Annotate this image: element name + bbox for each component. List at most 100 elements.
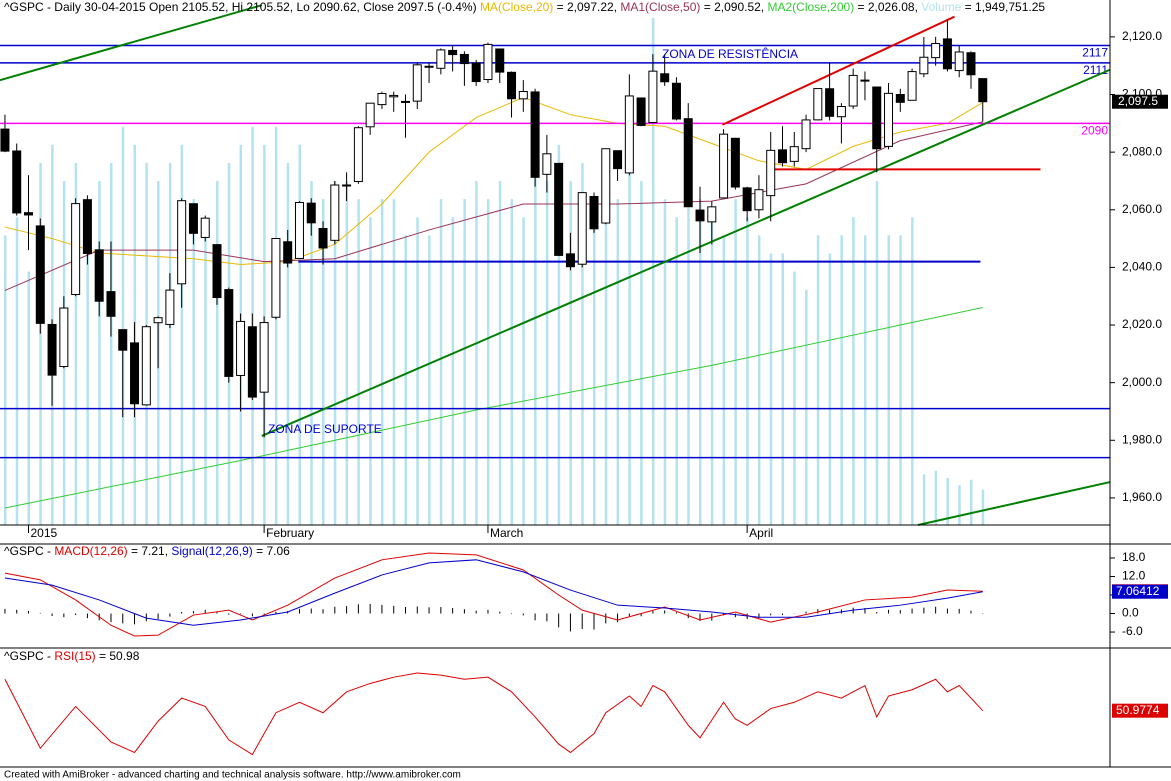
legend-entry: MACD(12,26) bbox=[54, 544, 127, 558]
value-box-label: 7.06412 bbox=[1116, 584, 1160, 598]
volume-bar bbox=[109, 162, 113, 525]
volume-bar bbox=[392, 199, 396, 525]
candle-body bbox=[577, 192, 587, 265]
candle-body bbox=[978, 78, 988, 103]
candle-body bbox=[671, 82, 681, 120]
title: ^GSPC - Daily 30-04-2015 Open 2105.52, H… bbox=[4, 0, 477, 14]
volume-bar bbox=[463, 199, 466, 525]
volume-bar bbox=[274, 126, 278, 526]
candle-body bbox=[660, 73, 670, 83]
volume-bar bbox=[98, 181, 101, 525]
candle-body bbox=[884, 92, 894, 147]
volume-bar bbox=[486, 199, 490, 525]
volume-bar bbox=[380, 199, 384, 525]
volume-bar bbox=[345, 181, 349, 525]
candle-body bbox=[801, 119, 811, 150]
volume-bar bbox=[39, 162, 42, 525]
legend-value: = 2,026.08, bbox=[858, 0, 918, 14]
volume-bar bbox=[404, 235, 407, 525]
candle-body bbox=[130, 342, 140, 405]
volume-bar bbox=[863, 235, 867, 525]
candle-body bbox=[153, 317, 163, 324]
candle-body bbox=[259, 322, 269, 393]
line-series bbox=[4, 552, 983, 637]
y-tick-label: 2,060.0 bbox=[1122, 202, 1162, 216]
volume-bar bbox=[498, 181, 502, 525]
legend-entry: Signal(12,26,9) bbox=[171, 544, 252, 558]
candle-body bbox=[330, 184, 340, 241]
y-tick-label: 2,080.0 bbox=[1122, 144, 1162, 158]
trend-line bbox=[721, 15, 955, 126]
candle-body bbox=[165, 289, 175, 325]
candle-body bbox=[141, 326, 151, 406]
candle-body bbox=[507, 71, 517, 100]
volume-bar bbox=[416, 217, 419, 525]
candle-body bbox=[518, 91, 528, 100]
candle-body bbox=[212, 244, 222, 299]
y-tick-label: 1,980.0 bbox=[1122, 432, 1162, 446]
volume-bar bbox=[911, 217, 914, 525]
volume-bar bbox=[522, 217, 525, 525]
candle-body bbox=[483, 43, 493, 81]
y-tick-label: 2,000.0 bbox=[1122, 375, 1162, 389]
trend-line bbox=[917, 481, 1111, 526]
volume-bar bbox=[357, 199, 360, 525]
x-tick-label: 2015 bbox=[31, 526, 58, 540]
candle-body bbox=[565, 253, 575, 268]
volume-bar bbox=[687, 181, 690, 525]
line-series bbox=[4, 672, 984, 756]
line-series bbox=[4, 559, 983, 626]
candle-body bbox=[236, 320, 246, 376]
legend-entry: RSI(15) bbox=[54, 649, 95, 663]
candle-body bbox=[24, 212, 34, 216]
candle-body bbox=[318, 227, 328, 249]
y-tick-label: 18.0 bbox=[1122, 550, 1146, 564]
candle-body bbox=[613, 150, 623, 170]
candle-body bbox=[283, 241, 293, 264]
candle-body bbox=[59, 307, 69, 368]
volume-bar bbox=[757, 235, 761, 525]
footer: Created with AmiBroker - advanced charti… bbox=[4, 770, 461, 781]
y-tick-label: 12.0 bbox=[1122, 569, 1146, 583]
candle-body bbox=[177, 200, 187, 285]
volume-bar bbox=[27, 271, 31, 525]
volume-bar bbox=[581, 162, 584, 525]
x-tick-label: February bbox=[266, 526, 314, 540]
volume-bar bbox=[875, 181, 879, 525]
legend-entry: MA1(Close,50) bbox=[620, 0, 700, 14]
volume-bar bbox=[592, 199, 596, 525]
candle-body bbox=[400, 100, 410, 103]
candle-body bbox=[200, 217, 210, 238]
candle-body bbox=[589, 196, 599, 230]
candle-body bbox=[94, 249, 104, 302]
candle-body bbox=[188, 203, 198, 234]
volume-bar bbox=[675, 217, 678, 525]
candle-body bbox=[71, 203, 81, 295]
volume-bar bbox=[74, 162, 78, 525]
volume-bar bbox=[663, 199, 667, 525]
candle-body bbox=[554, 162, 564, 256]
candle-body bbox=[377, 93, 387, 106]
volume-bar bbox=[734, 199, 737, 525]
volume-bar bbox=[840, 235, 843, 525]
annotation: ZONA DE RESISTÊNCIA bbox=[662, 46, 798, 61]
volume-bar bbox=[286, 162, 290, 525]
candle-body bbox=[648, 70, 658, 123]
legend-entry: Volume bbox=[921, 0, 961, 14]
volume-bar bbox=[86, 199, 89, 525]
candle-body bbox=[825, 88, 835, 117]
candle-body bbox=[813, 88, 823, 121]
macd-header: ^GSPC - MACD(12,26) = 7.21, Signal(12,26… bbox=[4, 544, 290, 558]
volume-bar bbox=[746, 217, 749, 525]
x-tick-label: April bbox=[749, 526, 773, 540]
volume-bar bbox=[545, 181, 549, 525]
line-series bbox=[4, 307, 983, 509]
candle-body bbox=[601, 148, 611, 224]
level-label: 2117 bbox=[1082, 46, 1108, 60]
candle-body bbox=[424, 65, 434, 68]
legend-entry: MA(Close,20) bbox=[480, 0, 553, 14]
annotation: ZONA DE SUPORTE bbox=[268, 422, 382, 436]
candle-body bbox=[389, 94, 399, 98]
candle-body bbox=[730, 137, 740, 188]
volume-bar bbox=[428, 235, 431, 525]
